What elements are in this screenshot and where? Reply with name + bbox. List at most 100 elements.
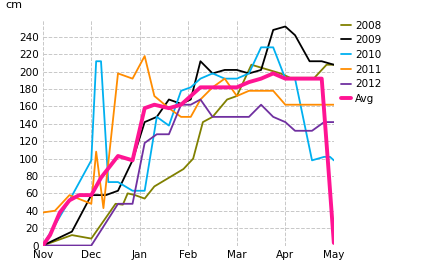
2012 (234, 115, 239, 119)
2009 (142, 121, 147, 124)
2009 (69, 230, 74, 233)
Avg (89, 193, 94, 197)
Avg (152, 103, 157, 106)
Avg (234, 86, 239, 89)
Text: cm: cm (5, 1, 22, 11)
2010 (188, 86, 193, 89)
2008 (210, 115, 215, 119)
2012 (270, 115, 276, 119)
2009 (40, 244, 45, 247)
2008 (312, 76, 317, 80)
2010 (154, 115, 159, 119)
2009 (89, 193, 94, 197)
2011 (259, 89, 264, 92)
2012 (40, 244, 45, 247)
2010 (321, 155, 327, 158)
2011 (270, 89, 276, 92)
2010 (327, 155, 333, 158)
Avg (67, 199, 72, 202)
Avg (331, 241, 336, 245)
Line: 2010: 2010 (43, 47, 334, 246)
2012 (188, 103, 193, 106)
Avg (319, 77, 324, 80)
2010 (89, 159, 94, 162)
2011 (188, 115, 193, 119)
Avg (222, 86, 227, 89)
Avg (283, 77, 288, 80)
2008 (89, 237, 94, 240)
2010 (142, 189, 147, 193)
Avg (77, 193, 82, 197)
2009 (331, 63, 336, 66)
2010 (259, 46, 264, 49)
Avg (166, 107, 172, 110)
2012 (178, 103, 184, 106)
Line: 2012: 2012 (43, 100, 334, 246)
2012 (259, 103, 264, 106)
2010 (198, 77, 203, 80)
2012 (67, 244, 72, 247)
2008 (225, 98, 230, 101)
2008 (297, 76, 303, 80)
2008 (166, 176, 172, 179)
2012 (89, 244, 94, 247)
Avg (309, 77, 315, 80)
2012 (130, 202, 135, 205)
2010 (178, 89, 184, 92)
2012 (321, 121, 327, 124)
2012 (116, 202, 121, 205)
Avg (48, 234, 53, 237)
2009 (307, 60, 312, 63)
2009 (270, 28, 276, 32)
2010 (106, 181, 111, 184)
2010 (331, 159, 336, 162)
2008 (263, 68, 268, 71)
2009 (319, 60, 324, 63)
2012 (283, 121, 288, 124)
Avg (98, 176, 104, 179)
2010 (210, 72, 215, 75)
2009 (222, 68, 227, 72)
Avg (270, 72, 276, 75)
Line: 2008: 2008 (43, 65, 334, 246)
2008 (331, 63, 336, 66)
Avg (247, 80, 252, 84)
2008 (278, 72, 283, 75)
2010 (309, 159, 315, 162)
2009 (210, 72, 215, 75)
2011 (331, 103, 336, 106)
2008 (288, 76, 293, 80)
2011 (101, 206, 106, 210)
2009 (292, 33, 297, 37)
2010 (130, 189, 135, 193)
2009 (130, 159, 135, 162)
2012 (166, 133, 172, 136)
2011 (210, 86, 215, 89)
2008 (234, 94, 239, 98)
2011 (52, 209, 57, 212)
Avg (178, 103, 184, 106)
Legend: 2008, 2009, 2010, 2011, 2012, Avg: 2008, 2009, 2010, 2011, 2012, Avg (340, 20, 383, 105)
2008 (142, 197, 147, 200)
2012 (198, 98, 203, 101)
2011 (142, 54, 147, 58)
2011 (222, 77, 227, 80)
2008 (40, 244, 45, 247)
2008 (69, 234, 74, 237)
2008 (120, 203, 125, 206)
Line: Avg: Avg (43, 73, 334, 246)
2009 (103, 193, 108, 197)
2009 (178, 102, 184, 105)
2011 (94, 150, 99, 153)
Avg (210, 86, 215, 89)
2010 (247, 72, 252, 75)
2011 (152, 94, 157, 98)
2010 (116, 181, 121, 184)
2011 (166, 107, 172, 110)
2011 (198, 98, 203, 101)
2010 (270, 46, 276, 49)
Line: 2011: 2011 (43, 56, 334, 213)
2012 (210, 115, 215, 119)
2012 (142, 141, 147, 145)
2011 (283, 103, 288, 106)
